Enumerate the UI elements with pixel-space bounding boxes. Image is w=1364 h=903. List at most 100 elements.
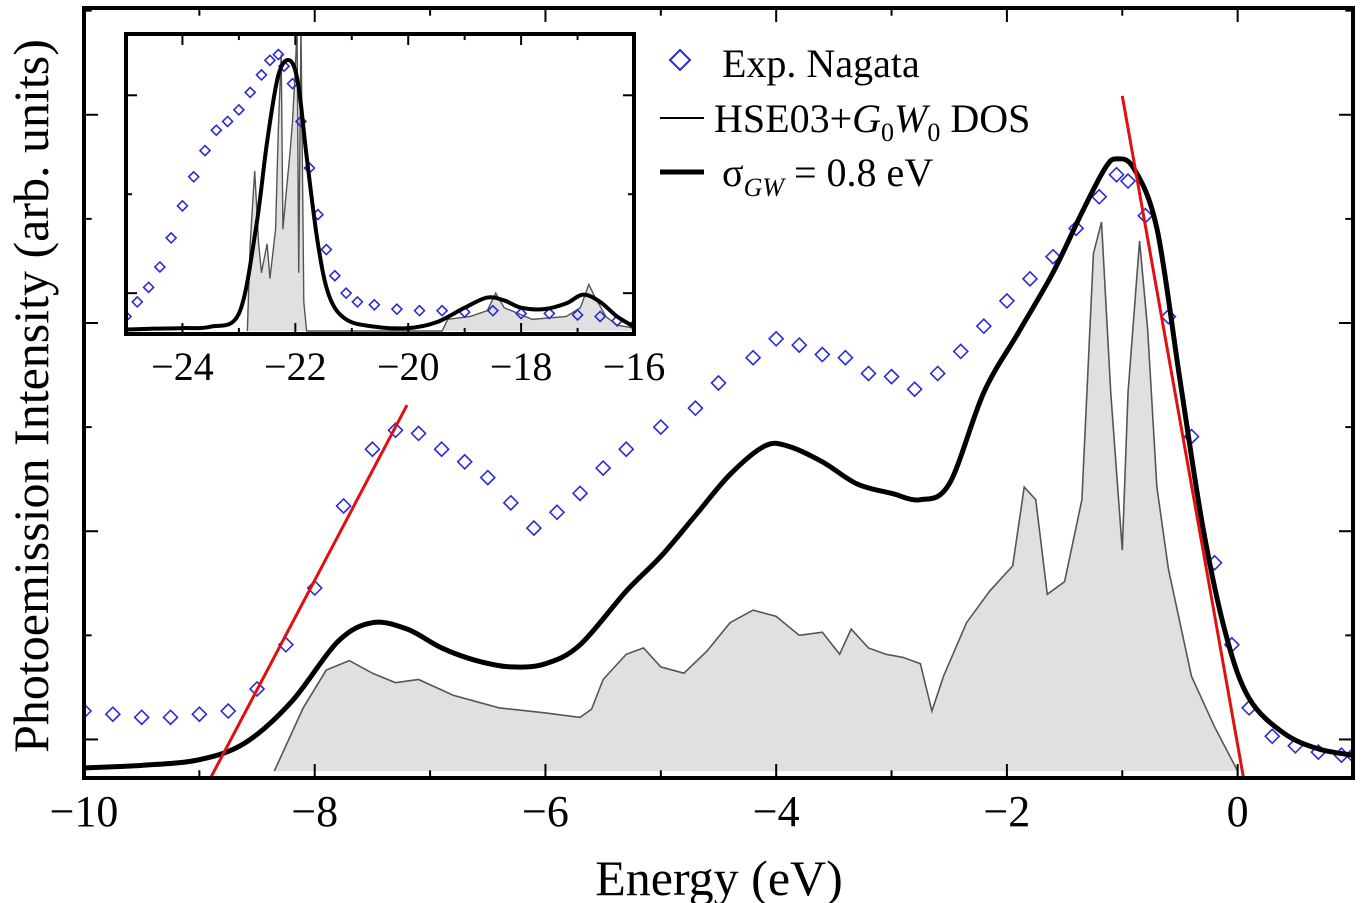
inset-x-tick-label: −18 xyxy=(490,344,553,389)
inset-series-dos xyxy=(246,34,634,332)
data-point-11 xyxy=(244,86,257,99)
data-point-17 xyxy=(525,519,543,537)
data-point-22 xyxy=(652,418,669,436)
data-point-27 xyxy=(435,304,449,317)
data-point-12 xyxy=(255,68,268,82)
data-point-3 xyxy=(153,260,166,274)
data-point-13 xyxy=(433,441,450,458)
data-point-18 xyxy=(548,504,566,521)
data-point-0 xyxy=(84,702,93,720)
data-point-33 xyxy=(594,310,607,323)
data-point-21 xyxy=(618,441,635,458)
data-point-13 xyxy=(263,54,277,67)
data-point-9 xyxy=(335,497,352,515)
inset-background xyxy=(126,34,634,334)
inset-x-tick-label: −16 xyxy=(603,344,666,389)
main-x-tick-label: −8 xyxy=(291,787,338,836)
data-point-6 xyxy=(187,170,200,183)
data-point-5 xyxy=(176,199,189,213)
data-point-14 xyxy=(272,48,285,61)
data-point-24 xyxy=(710,374,727,392)
data-point-11 xyxy=(387,422,404,439)
data-point-2 xyxy=(142,281,155,294)
main-series-red-fit-left xyxy=(209,404,409,778)
inset-series-broadened xyxy=(126,58,634,332)
data-point-29 xyxy=(837,349,854,366)
y-axis-label: Photoemission Intensity (arb. units) xyxy=(3,39,59,753)
data-point-14 xyxy=(456,453,473,470)
data-point-23 xyxy=(351,295,364,309)
data-point-10 xyxy=(364,441,381,458)
legend-label-exp-nagata: Exp. Nagata xyxy=(722,41,920,86)
data-point-31 xyxy=(543,307,556,320)
main-series-exp-nagata xyxy=(84,166,1353,764)
inset-x-tick-label: −20 xyxy=(377,344,440,389)
main-x-tick-label: −2 xyxy=(983,787,1030,836)
legend-label-sigma: σGW = 0.8 eV xyxy=(722,150,933,202)
inset-frame xyxy=(124,32,636,336)
legend-label-dos: HSE03+G0W0 DOS xyxy=(714,96,1030,147)
data-point-16 xyxy=(502,494,519,511)
data-point-25 xyxy=(390,303,404,316)
main-x-tick-label: −6 xyxy=(522,787,569,836)
data-point-35 xyxy=(975,318,992,335)
data-point-30 xyxy=(860,365,877,382)
inset-x-tick-label: −24 xyxy=(151,344,214,389)
data-point-25 xyxy=(744,349,762,366)
x-axis-label: Energy (eV) xyxy=(595,850,843,903)
data-point-10 xyxy=(232,103,246,116)
data-point-29 xyxy=(486,304,500,317)
data-point-9 xyxy=(221,115,234,128)
data-point-49 xyxy=(1264,728,1281,745)
legend: Exp. Nagata HSE03+G0W0 DOS σGW = 0.8 eV xyxy=(660,41,1030,202)
data-point-26 xyxy=(413,304,426,317)
data-point-12 xyxy=(410,425,427,442)
data-point-3 xyxy=(162,709,179,726)
data-point-19 xyxy=(571,485,589,502)
data-point-2 xyxy=(133,709,150,726)
data-point-32 xyxy=(906,381,923,398)
data-point-38 xyxy=(1044,248,1062,265)
main-series-hse03-g0w0-dos-fill xyxy=(274,222,1238,771)
main-x-tick-label: 0 xyxy=(1227,787,1249,836)
inset-series-dos-fill xyxy=(247,34,634,331)
data-point-4 xyxy=(191,706,208,723)
data-point-6 xyxy=(248,680,266,698)
data-point-22 xyxy=(340,287,353,300)
data-point-32 xyxy=(571,308,584,322)
data-point-31 xyxy=(883,368,900,385)
main-series-hse03-g0w0-dos xyxy=(273,221,1239,772)
data-point-40 xyxy=(1091,188,1108,205)
data-point-7 xyxy=(198,144,212,157)
data-point-5 xyxy=(220,702,237,720)
legend-marker-exp-nagata xyxy=(668,48,692,72)
data-point-41 xyxy=(1108,166,1125,183)
data-point-26 xyxy=(768,330,785,347)
data-point-36 xyxy=(998,292,1016,310)
data-point-27 xyxy=(791,336,808,354)
main-series-gw-0-8-ev xyxy=(84,156,1353,771)
data-point-30 xyxy=(514,307,528,320)
main-frame xyxy=(82,6,1355,780)
data-point-1 xyxy=(104,706,121,723)
data-point-34 xyxy=(952,343,969,360)
main-x-tick-label: −10 xyxy=(50,787,119,836)
data-point-1 xyxy=(131,295,144,309)
data-point-42 xyxy=(1119,172,1137,190)
data-point-39 xyxy=(1067,220,1085,237)
main-series-red-fit-right xyxy=(1120,95,1245,778)
data-point-15 xyxy=(479,469,496,486)
data-point-20 xyxy=(320,243,333,256)
data-point-0 xyxy=(126,310,133,323)
inset-plot-area: −24 −22 −20 −18 −16 xyxy=(124,32,666,389)
data-point-28 xyxy=(814,346,831,363)
inset-x-tick-label: −22 xyxy=(264,344,327,389)
main-x-tick-label: −4 xyxy=(753,787,800,836)
data-point-23 xyxy=(687,400,704,417)
data-point-33 xyxy=(929,365,946,382)
data-point-21 xyxy=(328,269,341,282)
data-point-24 xyxy=(368,298,381,311)
data-point-8 xyxy=(210,124,223,137)
data-point-37 xyxy=(1021,270,1039,287)
